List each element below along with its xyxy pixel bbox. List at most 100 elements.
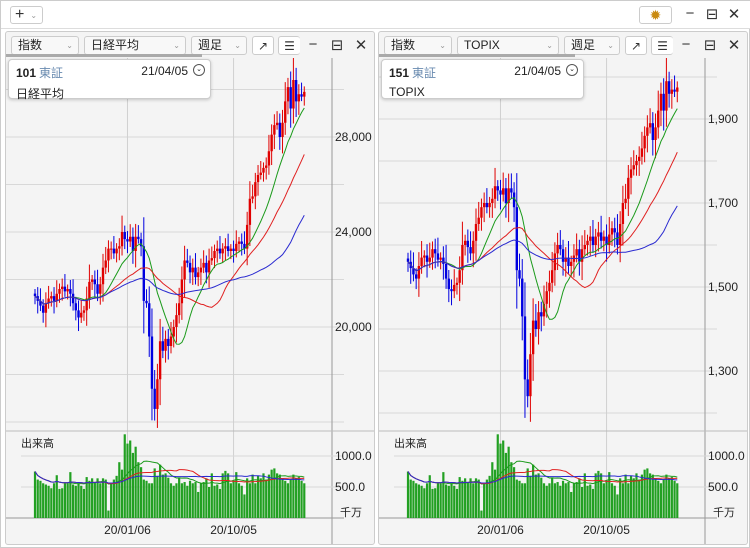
chart-canvas[interactable]: 20/01/06 20/10/05 20,000 24,000 28,000 500.0 1… bbox=[6, 58, 375, 545]
panel-close-button[interactable]: ✕ bbox=[354, 37, 368, 54]
settings-button[interactable]: ✹ bbox=[639, 6, 672, 24]
candle-body bbox=[529, 354, 532, 397]
candle-body bbox=[559, 245, 562, 250]
volume-bar bbox=[191, 483, 194, 518]
type-select[interactable]: 指数 ⌄ bbox=[384, 36, 452, 55]
volume-bar bbox=[474, 478, 478, 518]
volume-bar bbox=[627, 483, 630, 518]
period-select[interactable]: 週足 ⌄ bbox=[191, 36, 247, 55]
volume-bar bbox=[172, 485, 175, 518]
volume-bar bbox=[545, 485, 548, 518]
horizontal-scrollbar[interactable] bbox=[6, 54, 202, 57]
volume-bar bbox=[591, 488, 595, 518]
volume-bar bbox=[243, 494, 246, 518]
price-tick-label: 20,000 bbox=[335, 320, 372, 334]
add-button[interactable]: + ⌄ bbox=[10, 6, 43, 24]
candle-body bbox=[553, 253, 557, 271]
candle-body bbox=[654, 127, 657, 140]
volume-bar bbox=[262, 473, 265, 518]
candle-body bbox=[482, 203, 486, 208]
candle-body bbox=[638, 156, 641, 161]
chevron-down-icon: ⌄ bbox=[607, 41, 614, 50]
candle-body bbox=[425, 255, 429, 262]
candle-body bbox=[224, 246, 227, 249]
panel-close-button[interactable]: ✕ bbox=[727, 37, 741, 54]
candle-body bbox=[96, 284, 99, 294]
candle-body bbox=[93, 279, 97, 285]
volume-bar bbox=[33, 471, 37, 518]
popout-button[interactable]: ↗ bbox=[625, 36, 647, 55]
chevron-down-circle-icon[interactable]: ⌄ bbox=[566, 64, 578, 76]
volume-bar bbox=[455, 488, 459, 518]
volume-bar bbox=[469, 478, 472, 518]
volume-bar bbox=[202, 482, 205, 518]
minimize-button[interactable]: − bbox=[685, 5, 695, 22]
candle-body bbox=[183, 260, 186, 280]
volume-bar bbox=[297, 477, 300, 518]
volume-bar bbox=[96, 478, 99, 518]
volume-ma-52-line bbox=[34, 471, 305, 484]
chevron-down-icon: ⌄ bbox=[439, 41, 446, 50]
volume-bar bbox=[423, 488, 426, 518]
menu-button[interactable]: ☰ bbox=[278, 36, 300, 55]
maximize-button[interactable]: ⊟ bbox=[705, 6, 719, 23]
top-toolbar: + ⌄ ✹ − ⊟ ✕ bbox=[1, 1, 750, 29]
price-ma-52-line bbox=[407, 205, 678, 272]
type-select[interactable]: 指数 ⌄ bbox=[11, 36, 79, 55]
popout-button[interactable]: ↗ bbox=[252, 36, 274, 55]
volume-bar bbox=[278, 474, 281, 518]
volume-bar bbox=[167, 477, 170, 518]
candle-body bbox=[47, 298, 50, 304]
volume-bar bbox=[542, 483, 546, 518]
volume-bar bbox=[540, 477, 543, 518]
panel-minimize-button[interactable]: − bbox=[308, 36, 318, 53]
price-tick-label: 28,000 bbox=[335, 130, 372, 144]
volume-bar bbox=[303, 483, 306, 518]
candle-body bbox=[210, 258, 213, 261]
volume-bar bbox=[281, 478, 284, 518]
volume-label: 出来高 bbox=[21, 436, 54, 450]
candle-body bbox=[33, 293, 37, 297]
symbol-select[interactable]: TOPIX ⌄ bbox=[457, 36, 559, 55]
volume-bar bbox=[240, 485, 243, 518]
volume-bar bbox=[284, 480, 287, 518]
candle-body bbox=[41, 305, 45, 313]
candle-body bbox=[156, 379, 159, 409]
volume-bar bbox=[670, 477, 673, 518]
price-ma-13-line bbox=[407, 108, 678, 320]
menu-button[interactable]: ☰ bbox=[651, 36, 673, 55]
symbol-select[interactable]: 日経平均 ⌄ bbox=[84, 36, 186, 55]
volume-bar bbox=[493, 469, 497, 518]
chevron-down-circle-icon[interactable]: ⌄ bbox=[193, 64, 205, 76]
volume-bar bbox=[406, 471, 410, 518]
candle-body bbox=[507, 188, 510, 203]
close-button[interactable]: ✕ bbox=[727, 6, 741, 23]
volume-bar bbox=[417, 484, 420, 518]
candle-body bbox=[542, 303, 546, 317]
panel-minimize-button[interactable]: − bbox=[681, 36, 691, 53]
candle-body bbox=[256, 175, 260, 183]
chevron-down-icon: ⌄ bbox=[234, 41, 241, 50]
period-select[interactable]: 週足 ⌄ bbox=[564, 36, 620, 55]
price-tick-label: 1,700 bbox=[708, 196, 738, 210]
horizontal-scrollbar[interactable] bbox=[379, 54, 575, 57]
volume-bar bbox=[583, 473, 586, 518]
volume-bar bbox=[472, 483, 475, 518]
volume-bar bbox=[638, 479, 641, 518]
candle-body bbox=[436, 253, 440, 260]
symbol-info-box: 151 東証 21/04/05 ⌄ TOPIX bbox=[381, 59, 584, 99]
panel-maximize-button[interactable]: ⊟ bbox=[703, 37, 717, 54]
price-tick-label: 1,900 bbox=[708, 112, 738, 126]
candle-body bbox=[502, 188, 505, 195]
candle-body bbox=[50, 296, 53, 299]
candle-body bbox=[63, 286, 67, 292]
volume-bar bbox=[504, 452, 508, 518]
volume-bar bbox=[412, 480, 415, 518]
chart-canvas[interactable]: 20/01/06 20/10/05 1,300 1,500 1,700 1,900 500.… bbox=[379, 58, 748, 545]
volume-bar bbox=[640, 474, 644, 518]
volume-bar bbox=[213, 485, 216, 518]
volume-bar bbox=[120, 469, 124, 518]
panel-maximize-button[interactable]: ⊟ bbox=[330, 37, 344, 54]
gear-icon: ✹ bbox=[649, 6, 662, 23]
volume-bar bbox=[624, 474, 627, 518]
